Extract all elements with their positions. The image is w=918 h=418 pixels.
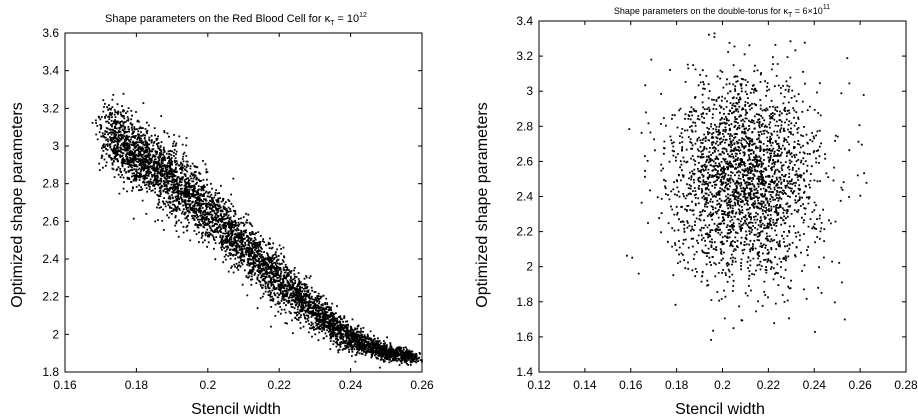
right-x-axis-label: Stencil width: [675, 401, 765, 418]
y-tick-label: 3: [52, 139, 59, 153]
y-tick-label: 2.6: [42, 214, 59, 228]
y-tick-label: 2.4: [516, 190, 533, 204]
x-tick-label: 0.22: [757, 378, 781, 392]
x-tick-label: 0.24: [339, 378, 363, 392]
left-chart: Shape parameters on the Red Blood Cell f…: [9, 12, 434, 418]
x-tick-label: 0.14: [573, 378, 597, 392]
x-tick-label: 0.26: [848, 378, 872, 392]
left-y-ticks: 1.8 2 2.2 2.4 2.6 2.8 3 3.2 3.4 3.6: [42, 26, 422, 379]
scatter-point-marks: [91, 92, 423, 369]
x-tick-label: 0.16: [53, 378, 77, 392]
x-tick-label: 0.18: [125, 378, 149, 392]
y-tick-label: 2.8: [516, 119, 533, 133]
y-tick-label: 2.2: [42, 290, 59, 304]
y-tick-label: 1.8: [516, 295, 533, 309]
x-tick-label: 0.16: [619, 378, 643, 392]
y-tick-label: 2.8: [42, 177, 59, 191]
x-tick-label: 0.12: [527, 378, 551, 392]
right-y-ticks: 1.4 1.6 1.8 2 2.2 2.4 2.6 2.8 3 3.2 3.4: [516, 14, 906, 379]
left-chart-title: Shape parameters on the Red Blood Cell f…: [105, 12, 367, 27]
right-chart: Shape parameters on the double-torus for…: [474, 4, 918, 418]
x-tick-label: 0.26: [410, 378, 434, 392]
right-scatter-points: [626, 32, 868, 341]
y-tick-label: 3.6: [42, 26, 59, 40]
x-tick-label: 0.2: [714, 378, 731, 392]
y-tick-label: 1.6: [516, 330, 533, 344]
x-tick-label: 0.28: [894, 378, 918, 392]
y-tick-label: 3.4: [42, 64, 59, 78]
y-tick-label: 3.4: [516, 14, 533, 28]
y-tick-label: 2.6: [516, 154, 533, 168]
right-chart-title: Shape parameters on the double-torus for…: [614, 4, 830, 19]
y-tick-label: 3.2: [516, 49, 533, 63]
y-tick-label: 1.8: [42, 365, 59, 379]
right-x-ticks: 0.12 0.14 0.16 0.18 0.2 0.22 0.24 0.26 0.28: [527, 21, 918, 392]
x-tick-label: 0.24: [803, 378, 827, 392]
y-tick-label: 1.4: [516, 365, 533, 379]
x-tick-label: 0.2: [199, 378, 216, 392]
y-tick-label: 2: [526, 260, 533, 274]
y-tick-label: 3.2: [42, 101, 59, 115]
x-tick-label: 0.18: [665, 378, 689, 392]
y-tick-label: 3: [526, 84, 533, 98]
x-tick-label: 0.22: [268, 378, 292, 392]
right-y-axis-label: Optimized shape parameters: [474, 102, 491, 307]
y-tick-label: 2: [52, 327, 59, 341]
left-x-ticks: 0.16 0.18 0.2 0.22 0.24 0.26: [53, 33, 434, 392]
scatter-point-marks: [626, 32, 868, 341]
left-y-axis-label: Optimized shape parameters: [9, 102, 26, 307]
left-scatter-points: [91, 92, 423, 369]
left-x-axis-label: Stencil width: [191, 401, 281, 418]
y-tick-label: 2.2: [516, 225, 533, 239]
left-plot-frame: [64, 32, 423, 373]
y-tick-label: 2.4: [42, 252, 59, 266]
right-plot-frame: [538, 20, 907, 373]
